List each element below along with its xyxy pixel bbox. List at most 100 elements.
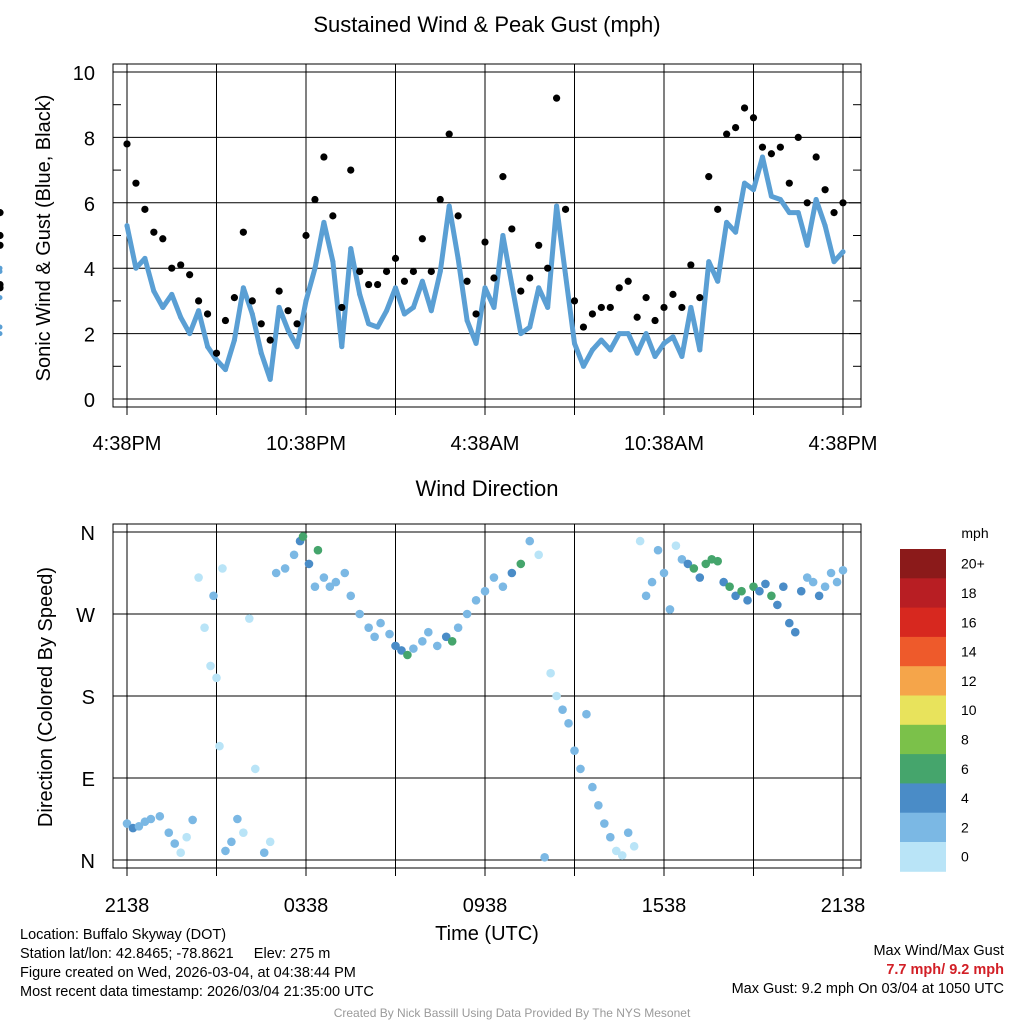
peak-gust-point — [141, 205, 149, 213]
credit-line: Created By Nick Bassill Using Data Provi… — [333, 1006, 691, 1020]
sustained-wind-point — [151, 288, 157, 294]
direction-point — [516, 559, 526, 569]
peak-gust-point — [732, 123, 740, 132]
direction-point — [209, 591, 218, 601]
direction-point — [480, 586, 490, 596]
direction-y-tick-label: N — [81, 523, 95, 545]
sustained-wind-point — [822, 223, 828, 229]
sustained-wind-point — [205, 344, 211, 350]
direction-point — [298, 532, 308, 541]
sustained-wind-point — [670, 334, 676, 340]
direction-point — [701, 559, 711, 569]
direction-point — [331, 577, 341, 587]
colorbar-level-label: 16 — [961, 614, 977, 630]
direction-point — [623, 828, 633, 837]
peak-gust-point — [785, 179, 793, 187]
sustained-wind-point — [348, 246, 354, 252]
colorbar-swatch — [900, 666, 946, 696]
direction-point — [647, 577, 657, 587]
peak-gust-point — [624, 277, 632, 285]
peak-gust-point — [159, 235, 167, 243]
direction-point — [737, 586, 746, 596]
direction-point — [755, 586, 764, 596]
sustained-wind-point — [786, 210, 792, 216]
direction-point — [340, 568, 350, 578]
direction-point — [659, 568, 669, 578]
peak-gust-point — [302, 231, 310, 240]
direction-point — [233, 814, 242, 824]
sustained-wind-point — [840, 249, 846, 255]
colorbar-level-label: 6 — [961, 761, 969, 777]
peak-gust-point — [705, 173, 713, 181]
peak-gust-point — [284, 307, 292, 315]
peak-gust-point — [499, 173, 507, 181]
recent-data-timestamp: Most recent data timestamp: 2026/03/04 2… — [20, 984, 374, 1000]
station-latlon: Station lat/lon: 42.8465; -78.8621 — [20, 946, 234, 962]
sustained-wind-point — [393, 285, 398, 291]
peak-gust-point — [329, 212, 337, 220]
direction-point — [271, 568, 281, 578]
colorbar-level-label: 2 — [961, 819, 969, 835]
sustained-wind-point — [196, 308, 202, 314]
sustained-wind-point — [133, 265, 139, 271]
peak-gust-point — [490, 274, 498, 282]
colorbar-swatch — [900, 842, 946, 872]
station-coordinates: Station lat/lon: 42.8465; -78.8621 Elev:… — [20, 945, 374, 964]
direction-point — [507, 568, 517, 578]
direction-point — [498, 582, 508, 591]
sustained-wind-point — [697, 347, 703, 353]
peak-gust-point — [454, 212, 462, 220]
direction-point — [796, 586, 806, 596]
sustained-wind-point — [554, 203, 560, 209]
colorbar-swatch — [900, 549, 946, 579]
wind-y-tick-label: 8 — [84, 128, 95, 150]
direction-chart-title: Wind Direction — [415, 476, 558, 501]
direction-point — [289, 550, 299, 560]
direction-point — [611, 846, 621, 856]
peak-gust-point — [767, 150, 776, 158]
wind-x-tick-label: 4:38AM — [451, 433, 520, 455]
direction-point — [370, 632, 379, 642]
sustained-wind-point — [777, 197, 783, 203]
direction-point — [194, 573, 203, 582]
peak-gust-point — [0, 231, 4, 240]
direction-point — [441, 632, 451, 642]
peak-gust-point — [570, 297, 579, 305]
peak-gust-point — [418, 235, 426, 243]
peak-gust-point — [0, 241, 4, 249]
peak-gust-point — [508, 225, 516, 233]
peak-gust-point — [517, 287, 525, 295]
direction-point — [641, 591, 651, 601]
peak-gust-point — [544, 264, 552, 272]
sustained-wind-point — [222, 367, 228, 373]
direction-chart-points — [122, 532, 848, 862]
direction-point — [489, 573, 499, 582]
direction-y-tick-label: N — [81, 851, 95, 873]
colorbar-swatch — [900, 636, 946, 667]
peak-gust-point — [526, 274, 534, 282]
direction-point — [462, 609, 472, 619]
sustained-wind-point — [321, 219, 327, 225]
direction-point — [767, 591, 776, 601]
direction-point — [802, 573, 812, 582]
direction-point — [409, 644, 418, 653]
sustained-wind-point — [240, 285, 246, 291]
colorbar-swatch — [900, 724, 946, 755]
peak-gust-point — [445, 130, 453, 138]
colorbar-level-label: 8 — [961, 731, 969, 747]
sustained-wind-point — [643, 331, 649, 337]
sustained-wind-point — [572, 340, 577, 346]
max-summary-values: 7.7 mph/ 9.2 mph — [886, 962, 1004, 978]
direction-point — [773, 600, 782, 610]
peak-gust-point — [642, 294, 650, 302]
wind-x-tick-label: 10:38AM — [624, 433, 704, 455]
peak-gust-point — [221, 316, 230, 325]
sustained-wind-point — [518, 331, 524, 337]
direction-point — [319, 573, 329, 582]
peak-gust-point — [266, 336, 274, 344]
peak-gust-point — [678, 303, 686, 312]
peak-gust-point — [177, 261, 185, 269]
sustained-wind-point — [446, 203, 452, 209]
direction-point — [250, 764, 260, 774]
sustained-wind-point — [410, 304, 416, 310]
